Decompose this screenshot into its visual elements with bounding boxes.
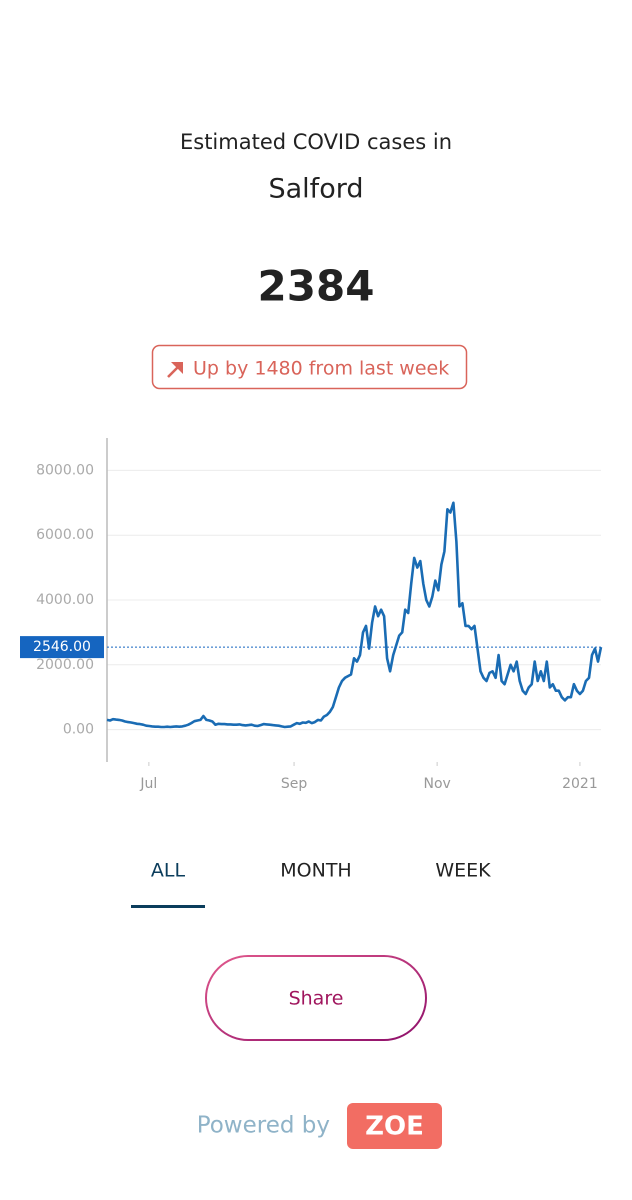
change-text: Up by 1480 from last week [193, 358, 449, 380]
highlight-label: 2546.00 [33, 639, 91, 655]
change-badge [151, 344, 468, 390]
highlight-box [20, 636, 104, 659]
up-arrow [167, 362, 183, 378]
series-line [106, 501, 603, 729]
brand: ZOE [365, 1112, 424, 1142]
y-tick-label: 2000.00 [36, 657, 94, 673]
share-label[interactable]: Share [289, 988, 344, 1010]
powered-by: Powered by [197, 1113, 330, 1139]
title: Estimated COVID cases in [180, 130, 452, 154]
tab[interactable]: WEEK [435, 860, 491, 882]
tab-underline [131, 905, 205, 908]
tab[interactable]: MONTH [280, 860, 351, 882]
chart: 0.00 2000.00 4000.00 6000.00 8000.00 Jul Sep No… [20, 438, 603, 792]
x-tick-label: Sep [281, 776, 308, 792]
brand-badge [347, 1103, 442, 1149]
y-tick-label: 6000.00 [36, 527, 94, 543]
x-tick-label: Nov [423, 776, 450, 792]
y-tick-label: 8000.00 [36, 462, 94, 478]
y-tick-label: 4000.00 [36, 592, 94, 608]
x-tick-label: Jul [139, 776, 157, 792]
location: Salford [269, 174, 364, 205]
case-count: 2384 [258, 262, 375, 311]
tab[interactable]: ALL [151, 860, 186, 882]
share-button[interactable] [205, 955, 427, 1041]
x-tick-label: 2021 [562, 776, 598, 792]
y-tick-label: 0.00 [63, 722, 94, 738]
